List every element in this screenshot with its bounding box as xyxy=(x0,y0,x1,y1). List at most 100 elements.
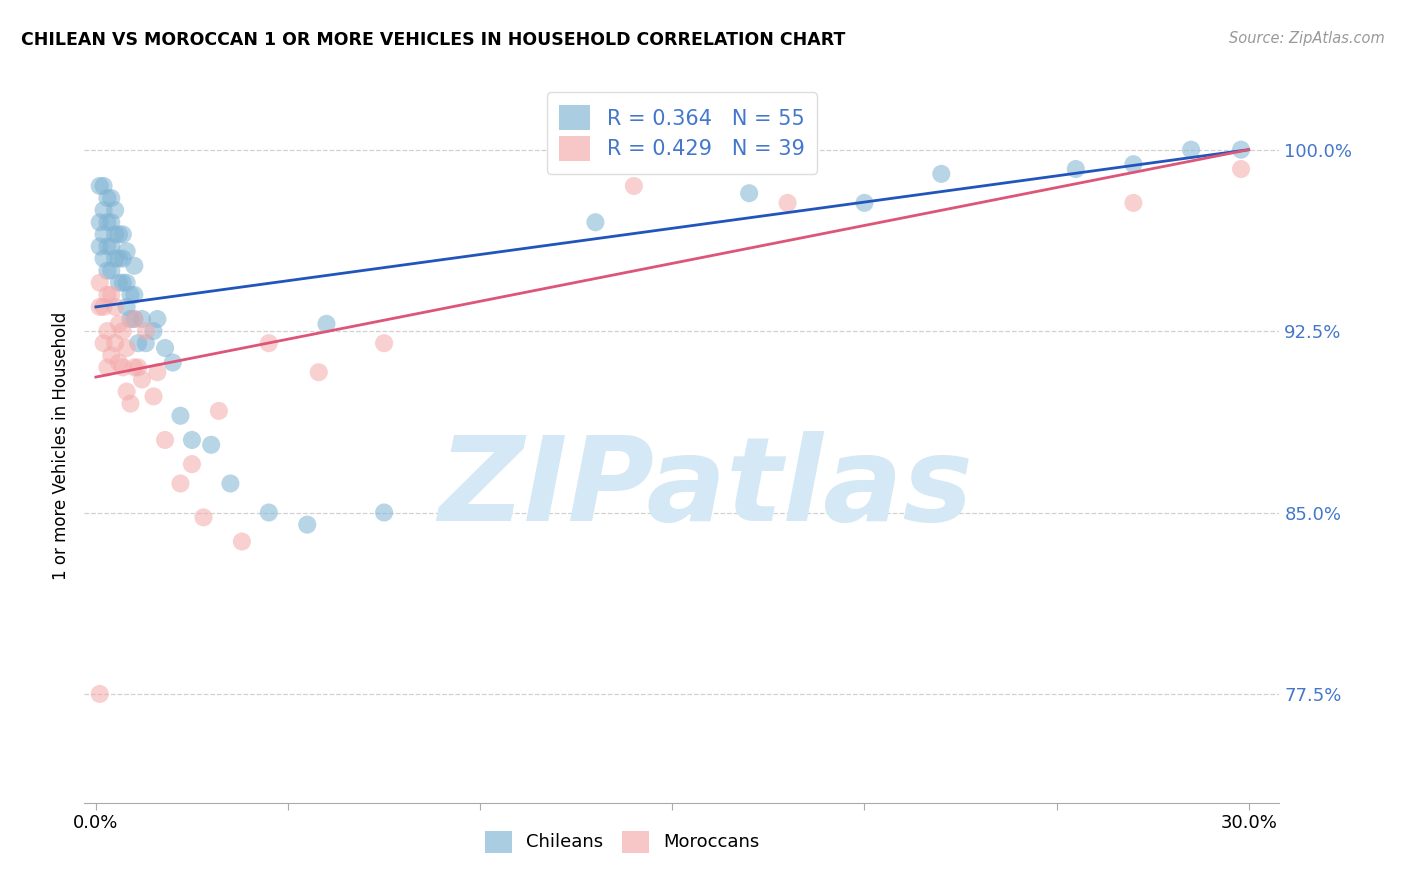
Point xyxy=(853,195,876,210)
Text: ZIPatlas: ZIPatlas xyxy=(439,432,973,546)
Point xyxy=(257,506,280,520)
Point xyxy=(257,336,280,351)
Point xyxy=(315,317,337,331)
Point xyxy=(120,397,142,411)
Point xyxy=(124,312,146,326)
Point xyxy=(93,252,115,266)
Point xyxy=(111,227,134,242)
Point xyxy=(297,517,319,532)
Point xyxy=(89,687,111,701)
Point xyxy=(89,215,111,229)
Point xyxy=(373,336,395,351)
Point xyxy=(104,227,127,242)
Point xyxy=(131,372,153,386)
Point xyxy=(108,227,131,242)
Point xyxy=(146,365,169,379)
Point xyxy=(1064,161,1087,176)
Point xyxy=(162,355,184,369)
Point xyxy=(169,476,191,491)
Point xyxy=(93,203,115,218)
Point xyxy=(115,244,138,259)
Point xyxy=(93,300,115,314)
Point xyxy=(135,336,157,351)
Point xyxy=(111,252,134,266)
Point xyxy=(89,178,111,193)
Point xyxy=(108,317,131,331)
Text: CHILEAN VS MOROCCAN 1 OR MORE VEHICLES IN HOUSEHOLD CORRELATION CHART: CHILEAN VS MOROCCAN 1 OR MORE VEHICLES I… xyxy=(21,31,845,49)
Point xyxy=(120,312,142,326)
Point xyxy=(308,365,330,379)
Point xyxy=(89,276,111,290)
Point xyxy=(200,438,222,452)
Point xyxy=(108,276,131,290)
Point xyxy=(120,288,142,302)
Point xyxy=(89,239,111,253)
Point xyxy=(96,288,118,302)
Point xyxy=(153,433,176,447)
Point xyxy=(111,276,134,290)
Point xyxy=(93,178,115,193)
Point xyxy=(115,276,138,290)
Point xyxy=(169,409,191,423)
Text: Source: ZipAtlas.com: Source: ZipAtlas.com xyxy=(1229,31,1385,46)
Point xyxy=(373,506,395,520)
Point xyxy=(135,324,157,338)
Point xyxy=(93,336,115,351)
Point xyxy=(1180,143,1202,157)
Point xyxy=(776,195,799,210)
Point xyxy=(124,360,146,375)
Point xyxy=(181,457,204,471)
Point xyxy=(104,300,127,314)
Point xyxy=(100,288,122,302)
Point xyxy=(1230,161,1253,176)
Point xyxy=(231,534,253,549)
Point xyxy=(1122,157,1144,171)
Point xyxy=(104,252,127,266)
Point xyxy=(208,404,231,418)
Point xyxy=(929,167,952,181)
Text: 30.0%: 30.0% xyxy=(1220,814,1277,832)
Point xyxy=(96,215,118,229)
Point xyxy=(100,215,122,229)
Point xyxy=(193,510,215,524)
Point xyxy=(585,215,607,229)
Point xyxy=(96,239,118,253)
Point xyxy=(96,360,118,375)
Point xyxy=(124,312,146,326)
Point xyxy=(124,288,146,302)
Y-axis label: 1 or more Vehicles in Household: 1 or more Vehicles in Household xyxy=(52,312,70,580)
Point xyxy=(127,336,149,351)
Point xyxy=(104,336,127,351)
Point xyxy=(127,360,149,375)
Point xyxy=(100,348,122,362)
Point xyxy=(181,433,204,447)
Point xyxy=(131,312,153,326)
Legend: Chileans, Moroccans: Chileans, Moroccans xyxy=(475,822,769,862)
Point xyxy=(108,252,131,266)
Point xyxy=(100,191,122,205)
Point xyxy=(93,227,115,242)
Point xyxy=(89,300,111,314)
Point xyxy=(124,259,146,273)
Point xyxy=(111,324,134,338)
Point xyxy=(111,360,134,375)
Point xyxy=(96,191,118,205)
Text: 0.0%: 0.0% xyxy=(73,814,118,832)
Point xyxy=(1122,195,1144,210)
Point xyxy=(115,384,138,399)
Point xyxy=(219,476,242,491)
Point xyxy=(142,324,165,338)
Point xyxy=(623,178,645,193)
Point xyxy=(96,263,118,277)
Point xyxy=(738,186,761,201)
Point xyxy=(1230,143,1253,157)
Point xyxy=(96,324,118,338)
Point xyxy=(115,341,138,355)
Point xyxy=(115,300,138,314)
Point xyxy=(104,203,127,218)
Point xyxy=(100,239,122,253)
Point xyxy=(108,355,131,369)
Point xyxy=(153,341,176,355)
Point xyxy=(142,389,165,403)
Point xyxy=(146,312,169,326)
